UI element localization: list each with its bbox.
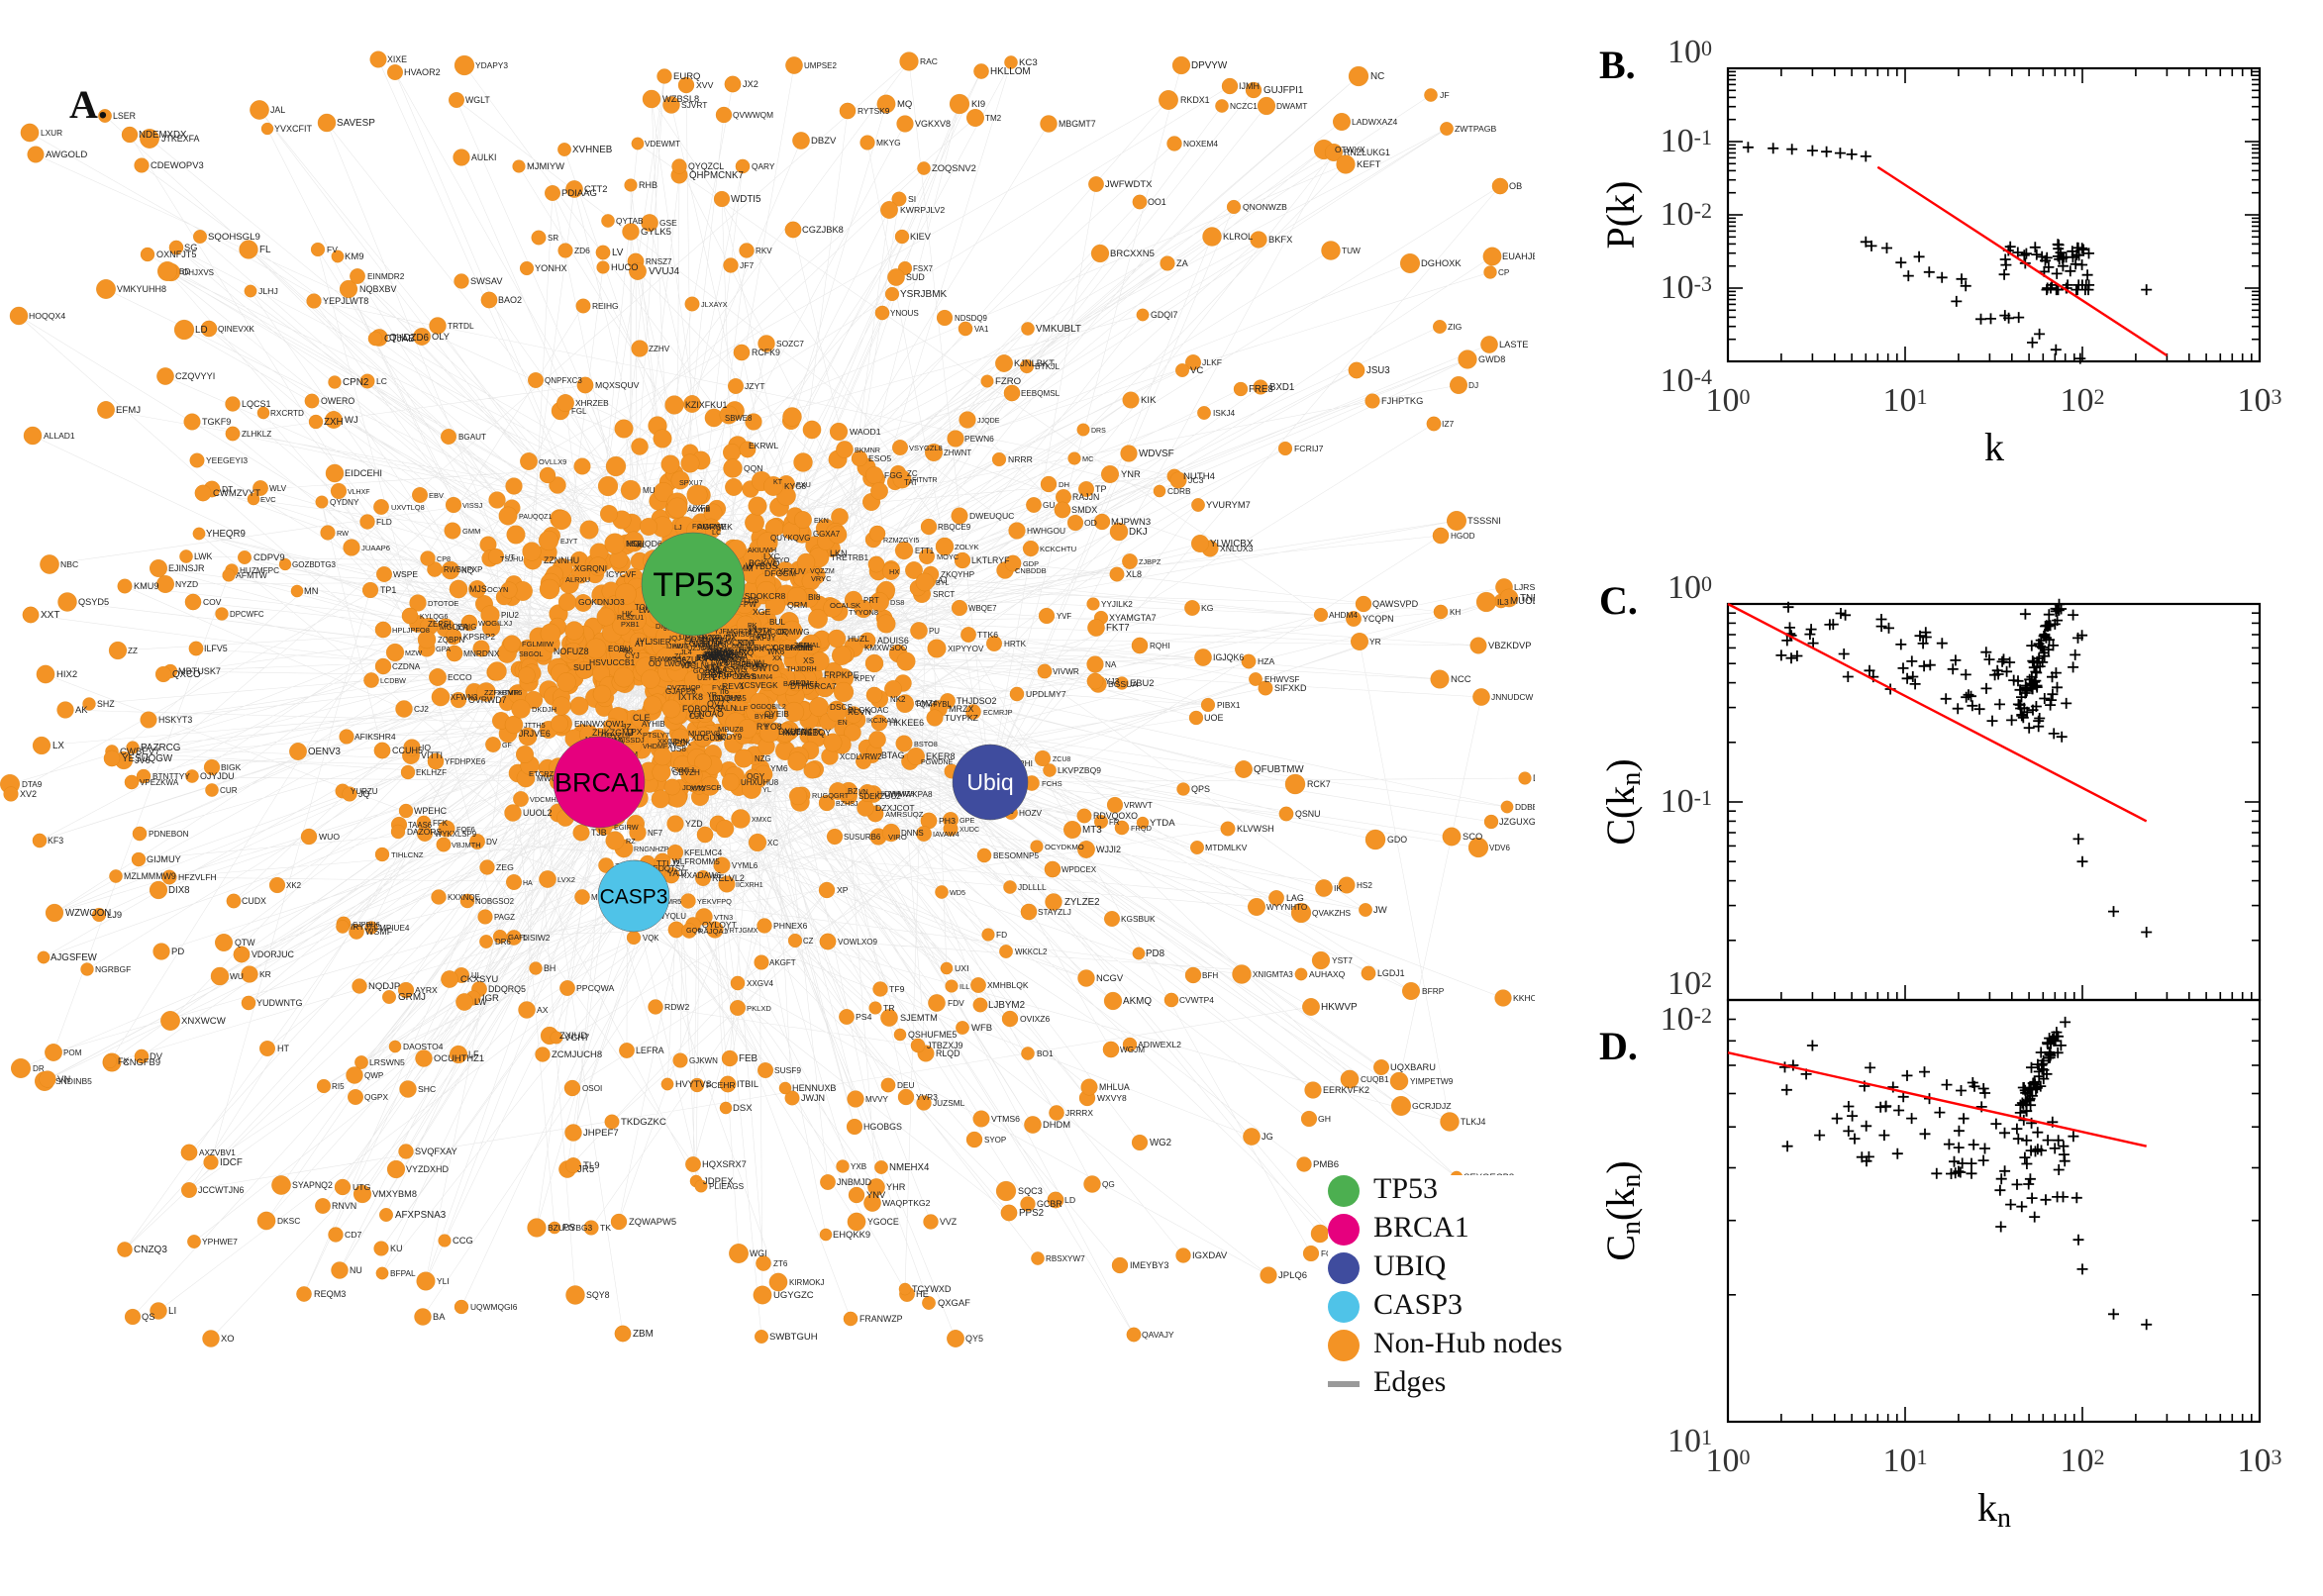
svg-text:10-3: 10-3: [1661, 269, 1712, 306]
svg-text:B.: B.: [1599, 43, 1636, 87]
svg-text:101: 101: [1883, 1443, 1928, 1479]
svg-text:kn: kn: [1977, 1485, 2011, 1534]
svg-text:103: 103: [2238, 1443, 2282, 1479]
svg-text:C.: C.: [1599, 578, 1638, 623]
svg-text:102: 102: [2061, 382, 2105, 419]
svg-text:P(k): P(k): [1598, 181, 1643, 249]
svg-text:k: k: [1984, 425, 2004, 469]
svg-text:10-4: 10-4: [1661, 362, 1712, 399]
svg-text:100: 100: [1667, 569, 1712, 606]
svg-text:101: 101: [1883, 382, 1928, 419]
svg-text:10-2: 10-2: [1661, 1001, 1712, 1038]
svg-text:102: 102: [2061, 1443, 2105, 1479]
svg-text:100: 100: [1706, 1443, 1751, 1479]
svg-text:Cn(kn): Cn(kn): [1598, 1160, 1647, 1260]
svg-text:100: 100: [1667, 34, 1712, 70]
svg-text:10-1: 10-1: [1661, 123, 1712, 159]
svg-text:100: 100: [1706, 382, 1751, 419]
svg-text:C(kn): C(kn): [1598, 758, 1647, 845]
svg-text:D.: D.: [1599, 1024, 1638, 1068]
svg-text:103: 103: [2238, 382, 2282, 419]
svg-text:10-1: 10-1: [1661, 783, 1712, 820]
svg-text:102: 102: [1667, 965, 1712, 1002]
svg-text:10-2: 10-2: [1661, 196, 1712, 233]
